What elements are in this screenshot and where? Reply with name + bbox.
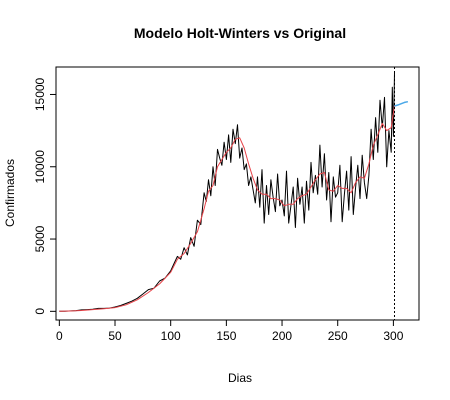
y-tick-label-15000: 15000 (33, 77, 47, 111)
x-tick-label-50: 50 (108, 329, 122, 343)
x-tick-label-0: 0 (56, 329, 63, 343)
x-axis: 0 50 100 150 200 250 300 (56, 320, 404, 343)
y-tick-label-10000: 10000 (33, 150, 47, 184)
y-tick-label-5000: 5000 (33, 225, 47, 252)
x-axis-label: Dias (228, 371, 252, 385)
chart-title: Modelo Holt-Winters vs Original (134, 25, 346, 41)
series-layer (59, 67, 409, 320)
x-tick-label-250: 250 (328, 329, 348, 343)
series-fitted-line (59, 105, 395, 312)
y-axis-label: Confirmados (3, 159, 17, 227)
x-tick-label-200: 200 (272, 329, 292, 343)
x-tick-label-150: 150 (216, 329, 236, 343)
plot-box (55, 66, 420, 321)
y-axis: 0 5000 10000 15000 (33, 77, 56, 315)
x-tick-label-300: 300 (383, 329, 403, 343)
x-tick-label-100: 100 (161, 329, 181, 343)
series-original-line (59, 72, 395, 312)
y-tick-label-0: 0 (33, 308, 47, 315)
series-forecast-line (394, 100, 409, 107)
